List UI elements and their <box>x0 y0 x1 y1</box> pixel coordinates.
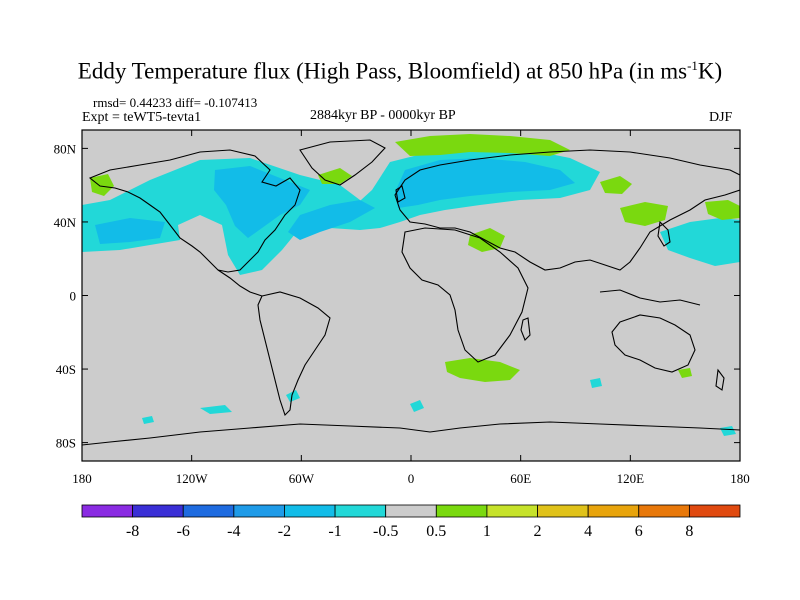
coast-africa <box>401 227 529 363</box>
cyan-patch-south-atlantic <box>410 400 424 412</box>
colorbar-swatch <box>587 504 640 518</box>
green-patch-tasman <box>678 368 692 378</box>
colorbar-swatch <box>435 504 488 518</box>
colorbar-swatch <box>385 504 437 518</box>
green-region-greenland <box>395 134 570 156</box>
green-region-alaska <box>90 174 114 196</box>
coast-uk <box>395 185 406 203</box>
colorbar-swatch <box>486 504 538 518</box>
colorbar-swatch <box>688 504 741 518</box>
lon-tick-label: 0 <box>408 471 415 486</box>
colorbar: -8 -6 -4 -2 -1 -0.5 0.5 1 2 4 6 8 <box>81 504 741 540</box>
coast-antarctica <box>82 421 740 446</box>
cyan-patch-south-indian <box>590 378 602 388</box>
colorbar-swatch <box>132 504 184 518</box>
green-region-pacific-west <box>705 200 740 220</box>
lat-tick-label: 80S <box>56 436 76 451</box>
coast-south-america <box>257 291 331 417</box>
cyan-patch-south-pacific <box>200 405 232 414</box>
stats-rmsd: rmsd= 0.44233 diff= -0.107413 <box>93 95 258 110</box>
green-region-south-indian <box>445 358 520 382</box>
coast-greenland <box>299 139 386 186</box>
lon-tick-label: 60W <box>289 471 315 486</box>
cyan-patch-antarctic-east <box>720 426 736 436</box>
lon-tick-label: 180 <box>72 471 92 486</box>
colorbar-label: -1 <box>328 523 341 540</box>
colorbar-label: -4 <box>227 523 240 540</box>
colorbar-label: 8 <box>685 523 693 540</box>
coast-madagascar <box>520 317 531 341</box>
lon-tick-label: 60E <box>510 471 531 486</box>
coast-japan <box>657 220 671 247</box>
colorbar-swatch <box>537 504 589 518</box>
cyan-region-north-pacific <box>660 218 740 266</box>
green-region-siberia <box>600 176 632 194</box>
chart-title: Eddy Temperature flux (High Pass, Bloomf… <box>77 58 723 84</box>
latitude-axis: 80N 40N 0 40S 80S <box>54 141 740 451</box>
coast-australia <box>611 314 696 373</box>
coast-indonesia <box>599 289 701 306</box>
longitude-axis: 180 120W 60W 0 60E 120E 180 <box>72 130 750 486</box>
colorbar-swatch <box>81 504 134 518</box>
blue-core-pacific <box>95 218 165 244</box>
colorbar-label: 4 <box>584 523 592 540</box>
colorbar-swatch <box>233 504 285 518</box>
cyan-patch-south-america <box>286 390 300 402</box>
stats-expt: Expt = teWT5-tevta1 <box>82 110 202 125</box>
colorbar-swatch <box>334 504 387 518</box>
anomaly-fields <box>82 134 740 446</box>
colorbar-label: 2 <box>534 523 542 540</box>
colorbar-swatch <box>638 504 690 518</box>
lat-tick-label: 0 <box>70 289 77 304</box>
lon-tick-label: 120E <box>617 471 645 486</box>
lat-tick-label: 80N <box>54 141 77 156</box>
coast-eurasia <box>394 149 740 271</box>
coast-central-america <box>217 269 263 297</box>
coastlines <box>82 139 740 446</box>
colorbar-swatch <box>182 504 235 518</box>
lon-tick-label: 180 <box>730 471 750 486</box>
colorbar-label: 6 <box>635 523 643 540</box>
period-label: 2884kyr BP - 0000kyr BP <box>310 108 456 123</box>
lat-tick-label: 40N <box>54 215 77 230</box>
colorbar-label: -0.5 <box>373 523 398 540</box>
colorbar-label: -2 <box>278 523 291 540</box>
coast-north-america <box>88 149 301 273</box>
colorbar-label: 0.5 <box>426 523 446 540</box>
cyan-patch-southeast-pacific <box>142 416 154 424</box>
season-label: DJF <box>709 110 733 125</box>
blue-core-atlantic <box>288 200 375 240</box>
colorbar-label: -6 <box>177 523 190 540</box>
colorbar-label: 1 <box>483 523 491 540</box>
colorbar-label: -8 <box>126 523 139 540</box>
blue-core-arctic <box>395 158 575 208</box>
lon-tick-label: 120W <box>176 471 209 486</box>
blue-core-north-america <box>214 166 310 238</box>
green-region-asia-east <box>620 202 668 226</box>
coast-new-zealand <box>715 368 725 391</box>
colorbar-swatch <box>284 504 336 518</box>
lat-tick-label: 40S <box>56 362 76 377</box>
